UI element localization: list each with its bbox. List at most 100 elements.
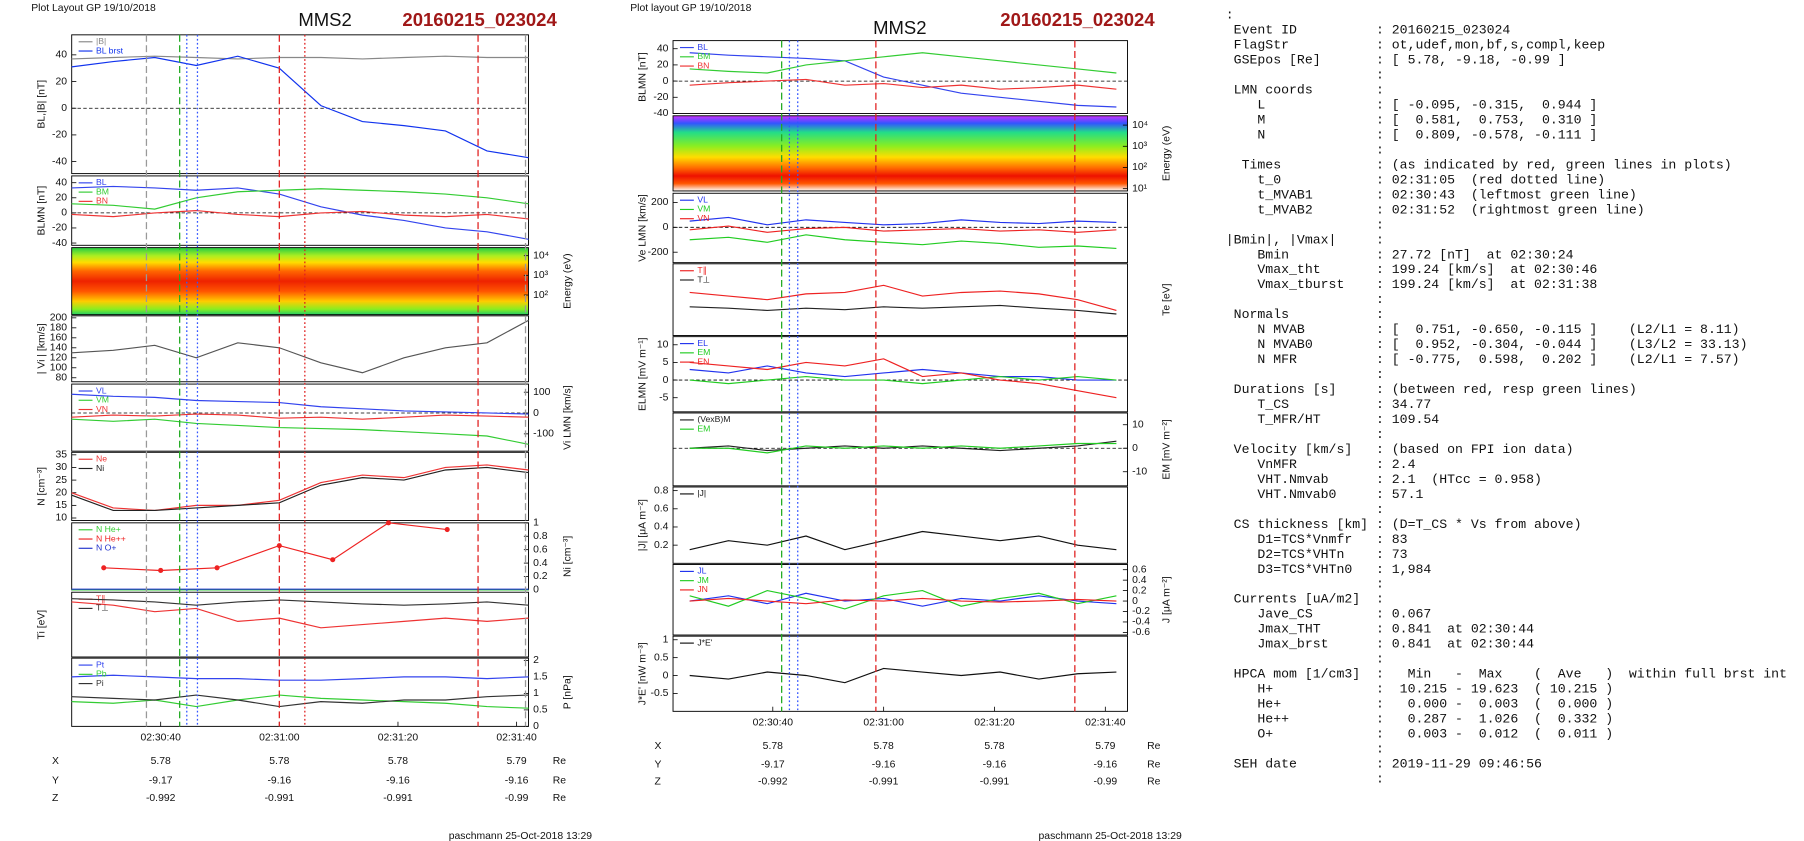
y-tick-label: 0.8 (533, 531, 548, 542)
y-tick-label: 35 (56, 450, 68, 461)
position-value: 5.79 (506, 756, 526, 767)
listing-line: H+ : 10.215 - 19.623 ( 10.215 ) (1226, 682, 1613, 697)
position-label: Y (655, 759, 662, 770)
y-tick-label: 0.2 (1132, 585, 1147, 596)
series-line (71, 210, 529, 220)
position-value: -9.16 (1093, 759, 1117, 770)
y-tick-label: 200 (651, 197, 669, 208)
y-tick-label: 20 (56, 76, 68, 87)
listing-line: M : [ 0.581, 0.753, 0.310 ] (1226, 112, 1598, 127)
series-line (71, 466, 529, 512)
y-tick-label: -40 (52, 156, 67, 167)
series-marker (101, 565, 107, 571)
legend-label: JL (697, 566, 706, 576)
x-tick-label: 02:31:20 (974, 718, 1015, 729)
legend-label: VM (697, 204, 710, 214)
y-tick-label: 40 (56, 50, 68, 61)
probe-title: MMS2 (298, 9, 351, 30)
position-unit: Re (1147, 759, 1161, 770)
listing-line: VHT.Nmvab : 2.1 (HTcc = 0.958) (1226, 472, 1542, 487)
listing-line: : (1226, 142, 1384, 157)
y-tick-label: -100 (533, 429, 554, 440)
series-line (689, 284, 1117, 311)
y-tick-label: -5 (659, 392, 668, 403)
y-tick-label: 10 (1132, 419, 1144, 430)
legend-label: T∥ (697, 265, 707, 275)
position-value: -9.16 (872, 759, 896, 770)
y-axis-label: |J| [μA m⁻²] (638, 499, 649, 551)
y-tick-label: 0.5 (654, 652, 669, 663)
listing-line: D1=TCS*Vnmfr : 83 (1226, 532, 1408, 547)
y-tick-label: 15 (56, 500, 68, 511)
position-value: -0.991 (980, 777, 1010, 788)
panel-frame (672, 564, 1128, 636)
x-tick-label: 02:31:00 (259, 733, 300, 744)
position-label: X (655, 741, 662, 752)
y-tick-label: 1.5 (533, 672, 548, 683)
y-tick-label: 0 (61, 103, 67, 114)
panel-frame (672, 635, 1128, 712)
listing-line: FlagStr : ot,udef,mon,bf,s,compl,keep (1226, 38, 1606, 53)
panel-frame (672, 263, 1128, 336)
listing-line: : (1226, 217, 1384, 232)
listing-line: GSEpos [Re] : [ 5.78, -9.18, -0.99 ] (1226, 53, 1566, 68)
legend-label: BL (96, 177, 107, 187)
y-tick-label: 0.2 (654, 540, 669, 551)
y-tick-label: 0.4 (654, 522, 669, 533)
panel-frame (71, 247, 529, 316)
legend-label: T⊥ (697, 274, 710, 284)
series-line (689, 442, 1117, 454)
y-tick-label: 1 (533, 688, 539, 699)
series-line (689, 304, 1117, 315)
y-tick-label: 180 (50, 323, 68, 334)
legend-label: JN (697, 584, 708, 594)
y-tick-label: -0.5 (650, 688, 668, 699)
listing-line: D2=TCS*VHTn : 73 (1226, 547, 1408, 562)
panel-frame (71, 451, 529, 521)
y-tick-label: 160 (50, 333, 68, 344)
position-value: -9.16 (983, 759, 1007, 770)
legend-label: (VexB)M (697, 414, 730, 424)
listing-line: Jmax_THT : 0.841 at 02:30:44 (1226, 622, 1534, 637)
series-marker (214, 565, 220, 571)
y-tick-label: 1 (533, 518, 539, 529)
layout-header: Plot layout GP 19/10/2018 (630, 3, 751, 14)
y-tick-label: 10⁴ (1132, 120, 1148, 131)
y-axis-label: BLMN [nT] (36, 186, 47, 236)
y-tick-label: 10³ (533, 270, 549, 281)
series-marker (444, 527, 450, 533)
y-tick-label: 100 (50, 363, 68, 374)
listing-line: Jmax_brst : 0.841 at 02:30:44 (1226, 637, 1534, 652)
probe-title: MMS2 (873, 17, 926, 38)
series-line (71, 464, 529, 512)
y-tick-label: -200 (648, 247, 669, 258)
x-tick-label: 02:30:40 (140, 733, 181, 744)
legend-label: VN (96, 404, 108, 414)
y-tick-label: 25 (56, 475, 68, 486)
series-line (689, 440, 1117, 452)
x-tick-label: 02:31:00 (863, 718, 904, 729)
listing-line: N : [ 0.809, -0.578, -0.111 ] (1226, 127, 1598, 142)
series-line (689, 52, 1117, 108)
position-value: 5.78 (151, 756, 171, 767)
listing-line: : (1226, 68, 1384, 83)
y-tick-label: 10⁴ (533, 250, 549, 261)
y-tick-label: 20 (657, 60, 669, 71)
y-axis-label: BL,|B| [nT] (36, 80, 47, 129)
listing-line: HPCA mom [1/cm3] : Min - Max ( Ave ) wit… (1226, 667, 1787, 682)
series-line (689, 530, 1117, 551)
series-line (689, 234, 1117, 250)
legend-label: BL brst (96, 45, 124, 55)
series-line (71, 674, 529, 681)
y-tick-label: -0.2 (1132, 606, 1150, 617)
series-line (71, 55, 529, 60)
y-tick-label: 20 (56, 193, 68, 204)
listing-line: Times : (as indicated by red, green line… (1226, 157, 1732, 172)
legend-label: BN (697, 60, 709, 70)
y-axis-label: EM [mV m⁻²] (1162, 419, 1173, 479)
y-tick-label: -20 (653, 92, 668, 103)
series-line (103, 522, 448, 572)
listing-line: Bmin : 27.72 [nT] at 02:30:24 (1226, 247, 1574, 262)
listing-line: : (1226, 427, 1384, 442)
series-line (689, 358, 1117, 399)
